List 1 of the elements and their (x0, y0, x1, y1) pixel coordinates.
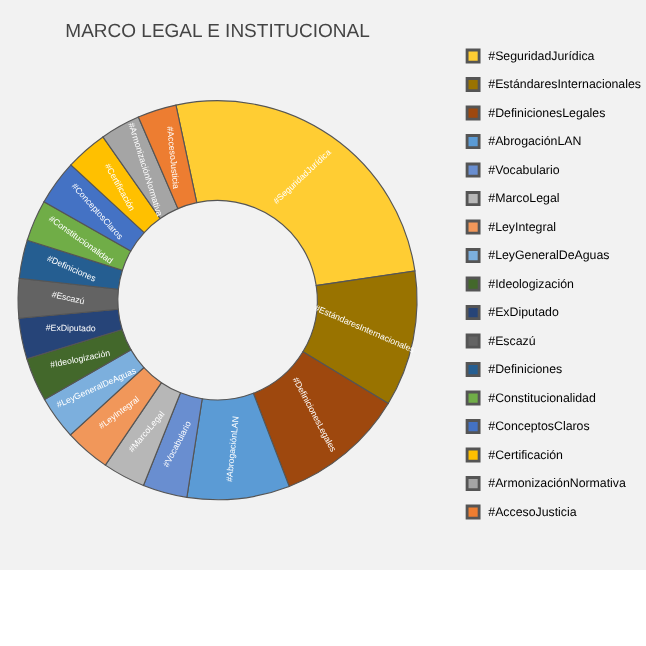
chart-title: MARCO LEGAL E INSTITUCIONAL (65, 21, 370, 44)
